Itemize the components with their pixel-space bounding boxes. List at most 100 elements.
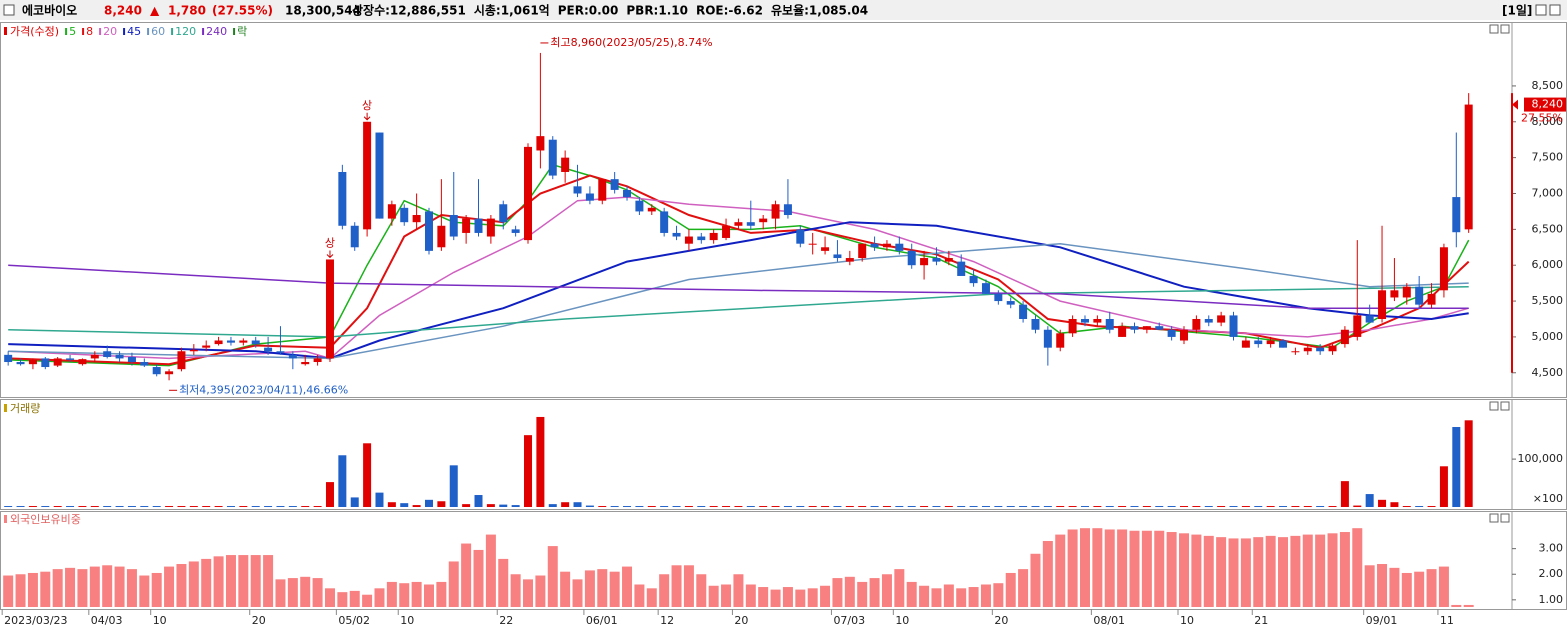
checkbox[interactable] bbox=[3, 4, 15, 16]
limit-up-arrow bbox=[326, 250, 334, 259]
volume-bar bbox=[1217, 506, 1226, 507]
candle-body bbox=[449, 215, 458, 237]
volume-bar bbox=[1130, 506, 1139, 507]
x-tick-label: 10 bbox=[895, 614, 909, 627]
foreign-bar bbox=[1191, 534, 1202, 607]
x-tick-label: 06/01 bbox=[586, 614, 618, 627]
panel bbox=[0, 399, 1567, 510]
foreign-bar bbox=[956, 588, 967, 607]
foreign-bar bbox=[102, 565, 113, 607]
x-tick-label: 04/03 bbox=[91, 614, 123, 627]
candle-body bbox=[1291, 351, 1300, 353]
foreign-bar bbox=[560, 571, 571, 607]
close-button[interactable] bbox=[1549, 4, 1561, 16]
window-button[interactable] bbox=[1535, 4, 1547, 16]
y-tick-label: 4,500 bbox=[1532, 366, 1564, 379]
volume-bar bbox=[821, 506, 830, 507]
candle-body bbox=[338, 171, 347, 226]
volume-bar bbox=[808, 506, 817, 507]
candle-body bbox=[499, 204, 508, 223]
foreign-bar bbox=[238, 555, 249, 607]
foreign-bar bbox=[423, 584, 434, 607]
volume-bar bbox=[957, 506, 966, 507]
candle-body bbox=[895, 243, 904, 251]
moving-average bbox=[8, 163, 1470, 367]
volume-bar bbox=[140, 506, 149, 507]
volume-bar bbox=[1402, 506, 1411, 507]
volume-bar bbox=[858, 506, 867, 507]
foreign-bar bbox=[448, 561, 459, 607]
foreign-bar bbox=[461, 543, 472, 607]
volume-bar bbox=[969, 506, 978, 507]
candle-body bbox=[1080, 318, 1089, 323]
volume-bar bbox=[41, 506, 50, 507]
volume-bar bbox=[66, 506, 75, 507]
candle-body bbox=[1254, 340, 1263, 345]
foreign-bar bbox=[1030, 553, 1041, 607]
candle-body bbox=[759, 218, 768, 223]
y-tick-label: 1.00 bbox=[1539, 593, 1564, 606]
header-fields: 상장수:12,886,551 시총:1,061억 PER:0.00 PBR:1.10 R… bbox=[352, 3, 868, 18]
arrow: ▲ bbox=[150, 4, 160, 18]
foreign-bar bbox=[40, 571, 51, 607]
annotation: 최저4,395(2023/04/11),46.66% bbox=[179, 383, 348, 396]
header-field: 상장수:12,886,551 bbox=[352, 3, 466, 18]
foreign-bar bbox=[275, 579, 286, 607]
volume-bar bbox=[4, 506, 13, 507]
volume-bar bbox=[709, 506, 718, 507]
volume-bar bbox=[573, 502, 582, 507]
volume-bar bbox=[486, 504, 495, 507]
candle-body bbox=[920, 258, 929, 266]
volume-bar bbox=[1378, 499, 1387, 507]
candle-body bbox=[474, 218, 483, 233]
foreign-bar bbox=[164, 566, 175, 607]
candle-body bbox=[1204, 318, 1213, 323]
volume-bar bbox=[1316, 506, 1325, 507]
candle-body bbox=[103, 351, 112, 357]
foreign-bar bbox=[683, 565, 694, 607]
candle-body bbox=[78, 359, 87, 365]
candle-body bbox=[746, 222, 755, 226]
legend-swatch bbox=[171, 28, 174, 35]
candle-body bbox=[4, 354, 13, 363]
header-field: PER:0.00 bbox=[558, 4, 619, 18]
y-tick-label: 8,000 bbox=[1532, 115, 1564, 128]
y-tick-label: 2.00 bbox=[1539, 567, 1564, 580]
candle-body bbox=[585, 193, 594, 201]
foreign-bar bbox=[1339, 532, 1350, 607]
legend-swatch bbox=[147, 28, 150, 35]
candle-body bbox=[647, 207, 656, 212]
foreign-bar bbox=[300, 576, 311, 607]
period[interactable]: [1일] bbox=[1502, 4, 1532, 18]
foreign-bar bbox=[386, 581, 397, 607]
foreign-bar bbox=[782, 587, 793, 607]
foreign-bar bbox=[894, 569, 905, 607]
candle-body bbox=[697, 236, 706, 241]
foreign-bar bbox=[1414, 571, 1425, 607]
foreign-bar bbox=[1179, 533, 1190, 607]
volume-bar bbox=[722, 506, 731, 507]
candle-body bbox=[301, 362, 310, 365]
stock-name: 에코바이오 bbox=[22, 3, 77, 18]
candle-body bbox=[486, 218, 495, 237]
volume-bar bbox=[536, 416, 545, 507]
foreign-bar bbox=[659, 574, 670, 607]
volume-bar bbox=[1105, 506, 1114, 507]
candle-body bbox=[1328, 345, 1337, 352]
volume-bar bbox=[424, 499, 433, 507]
foreign-bar bbox=[844, 576, 855, 607]
panel-title: 거래량 bbox=[10, 402, 40, 415]
candle-body bbox=[709, 232, 718, 241]
foreign-bar bbox=[931, 588, 942, 607]
volume-bar bbox=[660, 506, 669, 507]
moving-average bbox=[8, 174, 1470, 366]
legend-entry: 120 bbox=[175, 25, 196, 38]
foreign-bar bbox=[1315, 534, 1326, 607]
candle-body bbox=[226, 340, 235, 343]
candle-body bbox=[1105, 318, 1114, 330]
candle-body bbox=[127, 356, 136, 363]
candle-body bbox=[1056, 333, 1065, 348]
candle-body bbox=[932, 258, 941, 262]
candle-body bbox=[833, 254, 842, 259]
foreign-bar bbox=[374, 588, 385, 607]
